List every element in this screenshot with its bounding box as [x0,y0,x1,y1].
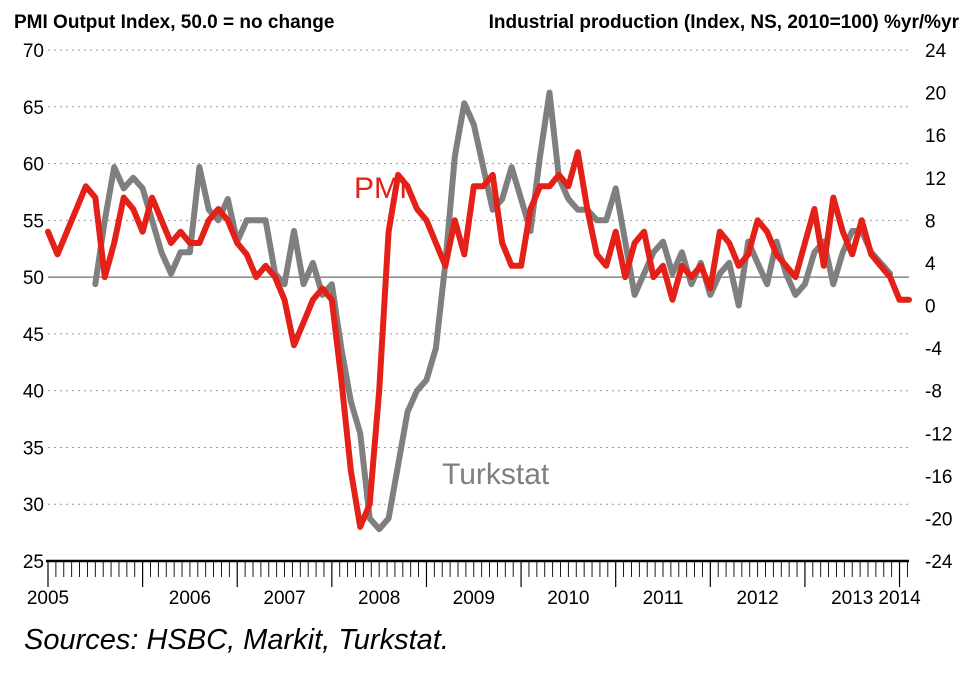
x-tick-label: 2013 [831,588,873,609]
left-y-tick-label: 30 [23,495,44,516]
series-line-turkstat [92,89,894,533]
right-y-tick-label: 4 [925,254,936,275]
x-tick-label: 2011 [643,588,684,609]
right-y-tick-label: -20 [925,509,952,530]
right-y-tick-label: 24 [925,41,947,62]
chart-title-left: PMI Output Index, 50.0 = no change [14,12,334,33]
right-y-tick-label: 12 [925,169,946,190]
right-y-tick-label: -16 [925,467,952,488]
series-line-pmi [45,149,912,530]
x-tick-label: 2008 [358,588,400,609]
left-y-tick-label: 45 [23,325,44,346]
pmi-vs-industrial-production-chart: PMI Output Index, 50.0 = no change Indus… [14,12,960,609]
right-y-tick-label: 0 [925,297,936,318]
annotation-turkstat: Turkstat [442,458,550,491]
left-y-tick-label: 25 [23,552,44,573]
right-y-tick-label: 16 [925,126,946,147]
right-y-tick-label: -8 [925,382,942,403]
left-y-tick-label: 35 [23,438,44,459]
series-annotations: PMI Turkstat [354,172,550,491]
x-tick-label: 2007 [263,588,305,609]
x-tick-label: 2009 [453,588,495,609]
right-y-tick-label: -4 [925,339,942,360]
x-axis: 2005 2006 2007 2008 2009 2010 2011 2012 2013 2014 [27,559,921,609]
left-y-tick-label: 65 [23,98,44,119]
right-y-tick-label: -12 [925,424,952,445]
left-y-tick-label: 40 [23,382,44,403]
left-y-tick-label: 60 [23,155,44,176]
x-tick-label: 2005 [27,588,69,609]
right-y-axis: -24 -20 -16 -12 -8 -4 0 4 8 12 16 20 24 [925,41,953,573]
right-y-tick-label: -24 [925,552,953,573]
left-y-tick-label: 70 [23,41,44,62]
x-tick-label: 2006 [169,588,211,609]
left-y-tick-label: 50 [23,268,44,289]
left-y-axis: 25 30 35 40 45 50 55 60 65 70 [23,41,44,573]
left-y-tick-label: 55 [23,211,44,232]
chart-title-right: Industrial production (Index, NS, 2010=1… [489,12,960,33]
x-tick-label: 2014 [878,588,921,609]
source-note: Sources: HSBC, Markit, Turkstat. [24,624,449,656]
x-tick-label: 2012 [736,588,778,609]
x-tick-label: 2010 [547,588,589,609]
right-y-tick-label: 8 [925,211,936,232]
right-y-tick-label: 20 [925,84,946,105]
gridlines [48,49,909,505]
series-lines [45,89,912,533]
annotation-pmi: PMI [354,172,407,205]
